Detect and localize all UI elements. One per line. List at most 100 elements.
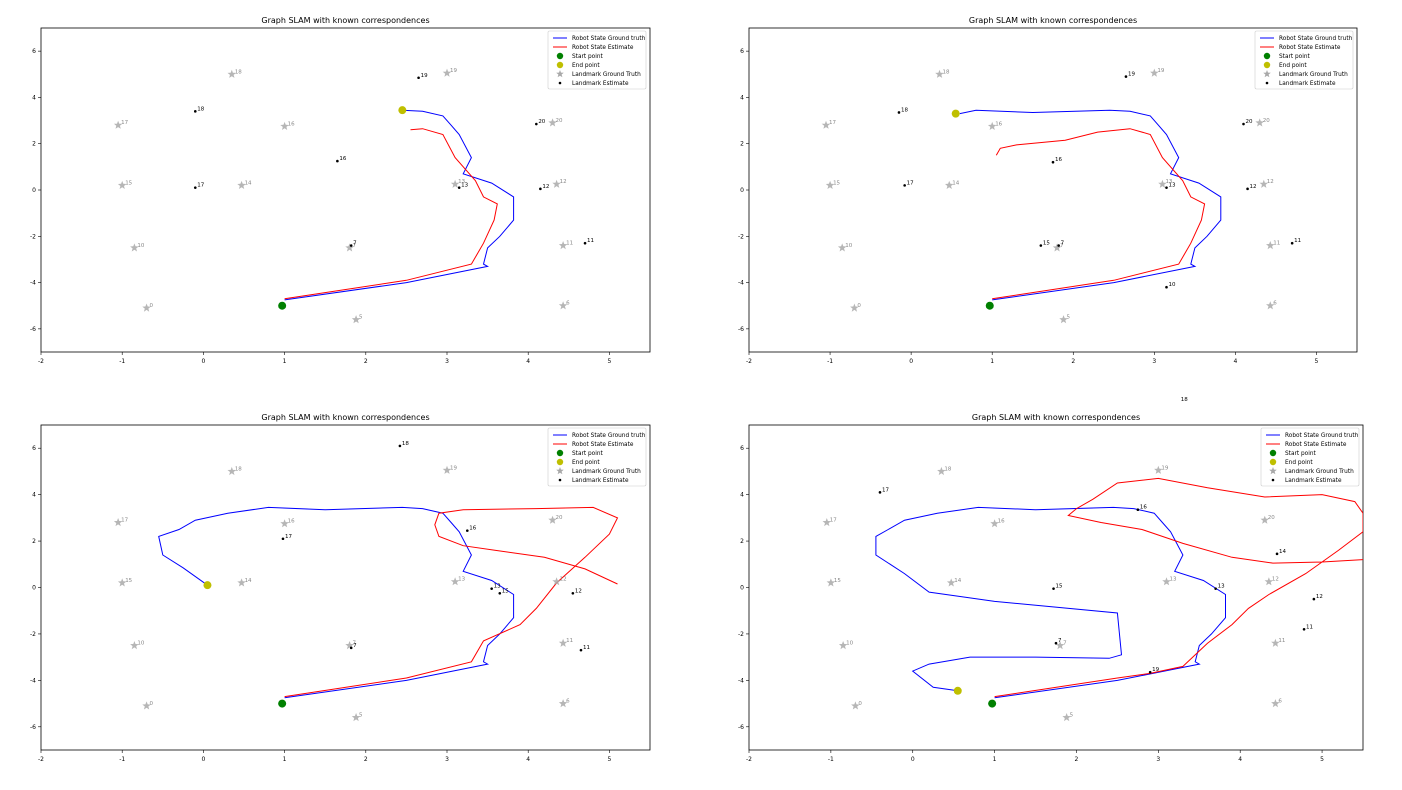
- y-tick-label: -6: [30, 326, 36, 333]
- landmark-truth-label: 15: [833, 180, 840, 186]
- y-tick-label: 2: [740, 141, 744, 148]
- legend-entry-label: Landmark Ground Truth: [1285, 469, 1354, 475]
- landmark-estimate-dot: [1242, 122, 1245, 126]
- landmark-truth-label: 18: [944, 466, 951, 472]
- y-tick-label: 4: [740, 94, 744, 101]
- legend-landmark-estimate-swatch: [558, 81, 562, 85]
- landmark-truth-star: [837, 243, 847, 252]
- landmark-estimate-label: 19: [1152, 667, 1159, 673]
- landmark-estimate-label: 10: [1168, 282, 1175, 288]
- landmark-truth-label: 17: [829, 120, 836, 126]
- legend-landmark-truth-swatch: [556, 70, 564, 78]
- landmark-truth-star: [227, 466, 237, 476]
- landmark-truth-star: [1059, 315, 1068, 324]
- legend-entry-label: Robot State Ground truth: [1279, 36, 1353, 42]
- landmark-truth-star: [548, 118, 557, 127]
- landmark-truth-star: [548, 515, 557, 524]
- landmark-truth-star: [1271, 699, 1280, 708]
- y-tick-label: 6: [740, 48, 744, 55]
- landmark-estimate-dot: [281, 537, 285, 541]
- landmark-truth-star: [946, 578, 956, 587]
- landmark-truth-label: 6: [566, 699, 570, 705]
- y-tick-label: 4: [32, 492, 36, 499]
- y-tick-label: -6: [738, 326, 744, 333]
- landmark-truth-label: 7: [353, 641, 357, 647]
- landmark-truth-label: 0: [150, 303, 154, 309]
- landmark-truth-label: 20: [556, 118, 563, 124]
- landmark-truth-label: 17: [830, 518, 837, 524]
- landmark-truth-star: [1154, 465, 1163, 474]
- landmark-estimate-dot: [535, 122, 538, 126]
- landmark-estimate-dot: [1148, 670, 1152, 674]
- legend-entry-label: Landmark Ground Truth: [572, 469, 641, 475]
- landmark-estimate-label: 11: [1294, 238, 1301, 244]
- landmark-estimate-dot: [1312, 597, 1316, 601]
- estimate-path: [992, 128, 1206, 300]
- landmark-truth-label: 14: [952, 180, 959, 186]
- landmark-truth-star: [821, 120, 831, 129]
- y-tick-label: -4: [738, 677, 744, 684]
- landmark-truth-star: [237, 180, 246, 189]
- y-tick-label: -6: [738, 724, 744, 731]
- y-tick-label: 4: [740, 492, 744, 499]
- x-tick-label: 2: [364, 756, 368, 763]
- landmark-estimate-dot: [1302, 627, 1306, 631]
- start-point-marker: [985, 301, 994, 310]
- plot-area: 0 5 6 7 10 11 12 13 14 15 16 17 18 19 20: [113, 68, 587, 324]
- x-tick-label: 0: [911, 756, 915, 763]
- landmark-estimate-label: 13: [494, 584, 501, 590]
- landmark-estimate-label: 15: [1043, 241, 1050, 247]
- landmark-truth-star: [1158, 179, 1167, 188]
- plot-area: 0 5 6 7 10 11 12 13 14 15 16 17 18 19 20: [821, 68, 1294, 324]
- landmark-truth-label: 5: [1070, 713, 1074, 719]
- landmark-estimate-label: 17: [285, 534, 292, 540]
- legend-entry-label: Start point: [1285, 451, 1317, 457]
- landmark-estimate-label: 17: [197, 183, 204, 189]
- legend-entry-label: Robot State Ground truth: [1285, 433, 1359, 439]
- landmark-estimate-label: 17: [882, 487, 889, 493]
- landmark-estimate-dot: [539, 187, 542, 191]
- landmark-truth-star: [851, 701, 860, 710]
- legend-start-swatch: [556, 449, 564, 457]
- landmark-truth-star: [1264, 577, 1274, 586]
- landmark-estimate-dot: [457, 186, 461, 189]
- landmark-truth-star: [1259, 179, 1269, 188]
- chart-title: Graph SLAM with known correspondences: [969, 16, 1137, 25]
- landmark-estimate-label: 18: [901, 107, 908, 113]
- y-tick-label: 4: [32, 94, 36, 101]
- landmark-truth-label: 11: [1273, 241, 1280, 247]
- landmark-estimate-dot: [897, 111, 901, 114]
- landmark-truth-star: [558, 241, 568, 250]
- landmark-estimate-label: 16: [339, 156, 346, 162]
- landmark-estimate-label: 13: [1168, 183, 1175, 189]
- landmark-estimate-dot: [417, 76, 420, 80]
- landmark-truth-label: 5: [1067, 315, 1071, 321]
- landmark-truth-label: 7: [1063, 641, 1067, 647]
- legend-entry-label: Start point: [1279, 54, 1311, 60]
- landmark-truth-label: 13: [1165, 179, 1172, 185]
- ground-truth-path: [875, 506, 1226, 699]
- landmark-truth-label: 14: [245, 180, 252, 186]
- landmark-estimate-label: 15: [1056, 584, 1063, 590]
- legend-entry-label: Landmark Estimate: [1279, 81, 1336, 87]
- landmark-estimate-label: 11: [1306, 624, 1313, 630]
- landmark-truth-label: 13: [458, 577, 465, 583]
- landmark-estimate-dot: [349, 244, 353, 247]
- landmark-truth-label: 10: [846, 641, 853, 647]
- landmark-estimate-label: 18: [1181, 397, 1188, 403]
- landmark-truth-label: 0: [857, 303, 861, 309]
- landmark-truth-star: [117, 180, 127, 189]
- x-tick-label: 2: [1071, 358, 1075, 365]
- x-tick-label: -2: [38, 756, 44, 763]
- y-tick-label: -2: [30, 233, 36, 240]
- landmark-estimate-label: 7: [353, 643, 357, 649]
- legend-landmark-truth-swatch: [1263, 70, 1271, 78]
- landmark-estimate-dot: [1057, 244, 1060, 247]
- estimate-path: [994, 477, 1363, 698]
- landmark-estimate-label: 16: [469, 526, 476, 532]
- landmark-truth-star: [351, 713, 361, 722]
- legend-box: [1254, 30, 1354, 90]
- legend-entry-label: Landmark Estimate: [572, 81, 629, 87]
- landmark-truth-star: [937, 466, 946, 476]
- landmark-estimate-label: 12: [575, 588, 582, 594]
